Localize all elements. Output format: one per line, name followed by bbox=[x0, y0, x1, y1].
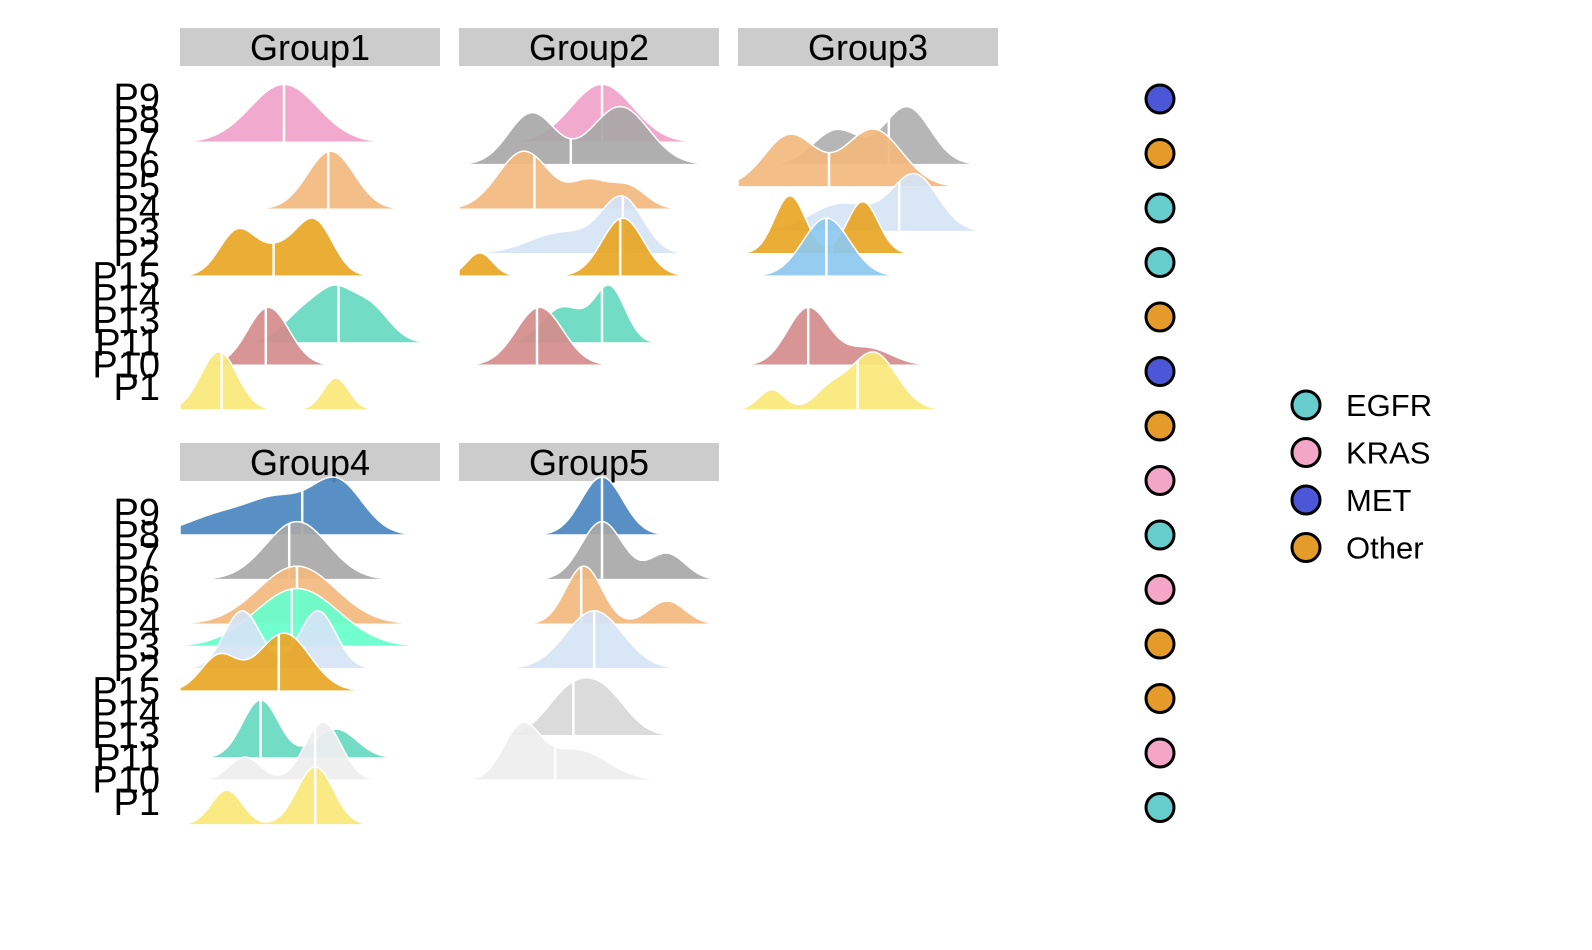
legend-key-kras bbox=[1290, 437, 1322, 468]
row-label: P13 bbox=[92, 300, 160, 342]
facet-title: Group2 bbox=[529, 27, 649, 68]
ridge-p1 bbox=[185, 766, 367, 826]
row-label: P5 bbox=[114, 166, 160, 208]
ridge-p1 bbox=[179, 351, 370, 411]
row-label: P14 bbox=[92, 278, 160, 320]
ridge-p1 bbox=[741, 351, 939, 411]
row-label: P2 bbox=[114, 233, 160, 275]
ridge-p5 bbox=[532, 565, 712, 625]
row-label: P6 bbox=[114, 144, 160, 186]
legend: EGFR KRAS MET Other bbox=[1290, 388, 1432, 566]
ridge-p2 bbox=[179, 632, 357, 692]
row-label: P15 bbox=[92, 255, 160, 297]
row-label: P11 bbox=[95, 322, 160, 364]
facet-strip bbox=[180, 443, 440, 481]
row-label: P11 bbox=[95, 737, 160, 779]
row-label: P5 bbox=[114, 581, 160, 623]
ridge-p7 bbox=[544, 520, 712, 581]
row-label: P9 bbox=[114, 77, 160, 119]
legend-label: EGFR bbox=[1346, 388, 1432, 423]
ridge-p2 bbox=[188, 217, 366, 277]
ridge-p11 bbox=[473, 306, 606, 367]
row-label: P3 bbox=[114, 626, 160, 668]
ridge-p11 bbox=[750, 306, 923, 367]
facet-title: Group3 bbox=[808, 27, 928, 68]
legend-key-met bbox=[1290, 484, 1322, 516]
facet-strip bbox=[738, 28, 998, 66]
facet-title: Group1 bbox=[250, 27, 370, 68]
marker-egfr bbox=[1144, 519, 1176, 551]
row-label: P2 bbox=[114, 648, 160, 690]
gene-marker-column bbox=[1144, 83, 1176, 823]
row-label: P14 bbox=[92, 693, 160, 735]
row-label: P10 bbox=[92, 345, 160, 387]
row-label: P1 bbox=[114, 367, 160, 409]
marker-met bbox=[1144, 83, 1176, 115]
marker-egfr bbox=[1144, 192, 1176, 224]
row-label: P3 bbox=[114, 211, 160, 253]
ridge-p11 bbox=[210, 306, 327, 367]
row-label: P8 bbox=[114, 99, 160, 141]
facet-strip bbox=[459, 28, 719, 66]
marker-kras bbox=[1144, 465, 1176, 496]
row-label: P8 bbox=[114, 514, 160, 556]
marker-egfr bbox=[1144, 247, 1176, 278]
marker-met bbox=[1144, 356, 1176, 387]
legend-label: Other bbox=[1346, 531, 1424, 566]
marker-egfr bbox=[1144, 792, 1176, 823]
panel-group2: Group2 bbox=[458, 27, 719, 367]
row-label: P1 bbox=[114, 782, 160, 824]
panel-group5: Group5 bbox=[459, 442, 719, 782]
row-label: P4 bbox=[114, 604, 160, 646]
ridge-p13 bbox=[209, 699, 389, 759]
legend-label: MET bbox=[1346, 483, 1412, 518]
legend-key-egfr bbox=[1290, 389, 1322, 421]
ridge-p5 bbox=[265, 150, 397, 210]
row-label: P10 bbox=[92, 760, 160, 802]
legend-key-other bbox=[1290, 532, 1322, 563]
marker-other bbox=[1144, 410, 1176, 442]
facet-strip bbox=[180, 28, 440, 66]
panel-group3: Group3 bbox=[737, 27, 998, 411]
marker-other bbox=[1144, 301, 1176, 333]
facet-title: Group4 bbox=[250, 442, 370, 483]
ridgeline-panels: Group1P9P8P7P6P5P4P3P2P15P14P13P11P10P1G… bbox=[92, 27, 998, 826]
marker-kras bbox=[1144, 574, 1176, 605]
facet-title: Group5 bbox=[529, 442, 649, 483]
marker-other bbox=[1144, 138, 1176, 169]
marker-other bbox=[1144, 683, 1176, 714]
ridge-p2 bbox=[458, 217, 681, 277]
row-label: P4 bbox=[114, 189, 160, 231]
ridge-p6 bbox=[737, 128, 954, 188]
ridge-p7 bbox=[209, 520, 385, 581]
row-label: P7 bbox=[114, 537, 160, 579]
row-label: P7 bbox=[114, 122, 160, 164]
ridge-p7 bbox=[467, 105, 701, 166]
ridge-p11 bbox=[206, 721, 375, 782]
marker-other bbox=[1144, 628, 1176, 660]
ridge-p14 bbox=[506, 676, 667, 737]
row-label: P6 bbox=[114, 559, 160, 601]
row-label: P9 bbox=[114, 492, 160, 534]
ridge-p9 bbox=[179, 476, 409, 536]
marker-kras bbox=[1144, 737, 1176, 769]
ridge-p5 bbox=[458, 150, 673, 210]
row-label: P15 bbox=[92, 670, 160, 712]
row-label: P13 bbox=[92, 715, 160, 757]
legend-label: KRAS bbox=[1346, 436, 1430, 471]
facet-strip bbox=[459, 443, 719, 481]
ridge-p11 bbox=[471, 721, 657, 782]
